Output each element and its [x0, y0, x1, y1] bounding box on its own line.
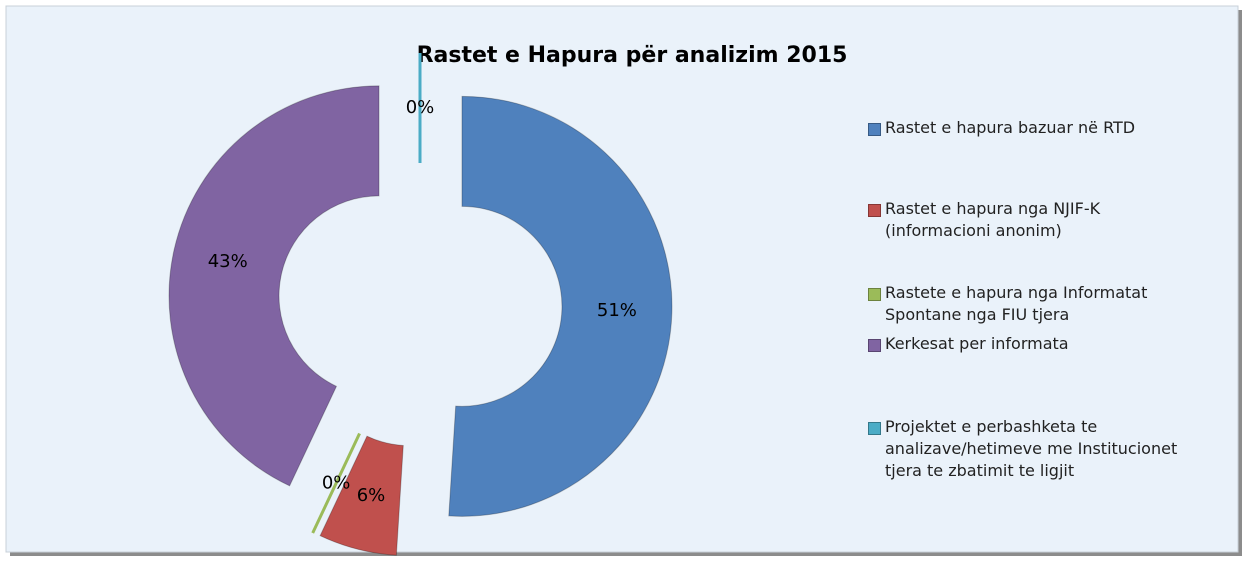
slice [319, 435, 404, 556]
chart-title: Rastet e Hapura për analizim 2015 [417, 43, 848, 68]
legend-label: Projektet e perbashketa te analizave/het… [885, 417, 1178, 480]
legend-entry: Projektet e perbashketa te analizave/het… [868, 416, 1198, 482]
legend-swatch [868, 204, 881, 217]
legend-entry: Rastet e hapura nga NJIF-K (informacioni… [868, 198, 1198, 242]
data-label: 0% [406, 97, 435, 118]
legend-label: Kerkesat per informata [885, 334, 1069, 353]
slice [311, 432, 361, 534]
legend-swatch [868, 422, 881, 435]
legend-label: Rastet e hapura nga NJIF-K (informacioni… [885, 199, 1101, 240]
legend-label: Rastet e hapura bazuar në RTD [885, 118, 1136, 137]
legend-label: Rastete e hapura nga Informatat Spontane… [885, 283, 1148, 324]
slice [448, 95, 673, 517]
legend-entry: Rastet e hapura bazuar në RTD [868, 117, 1135, 139]
legend-entry: Kerkesat per informata [868, 333, 1069, 355]
slice [168, 85, 380, 487]
legend-swatch [868, 123, 881, 136]
legend-entry: Rastete e hapura nga Informatat Spontane… [868, 282, 1198, 326]
data-label: 6% [357, 485, 386, 506]
legend-swatch [868, 288, 881, 301]
data-label: 43% [208, 251, 248, 272]
data-label: 51% [597, 300, 637, 321]
legend-swatch [868, 339, 881, 352]
data-label: 0% [322, 472, 351, 493]
